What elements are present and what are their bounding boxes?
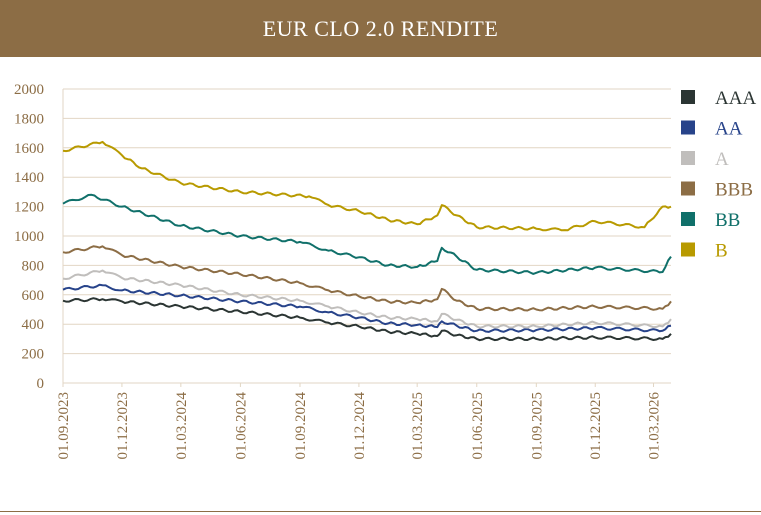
x-tick-label: 01.03.2026 (647, 392, 663, 460)
x-tick-label: 01.12.2025 (588, 392, 604, 460)
y-tick-label: 600 (22, 288, 45, 304)
series-lines (62, 140, 672, 342)
legend-swatch-b (681, 242, 695, 257)
series-line-bbb (62, 245, 672, 312)
y-tick-label: 2000 (14, 82, 44, 98)
y-tick-label: 400 (22, 317, 45, 333)
y-tick-label: 0 (37, 376, 45, 392)
x-tick-label: 01.09.2023 (56, 392, 72, 460)
legend-swatch-bb (681, 212, 695, 226)
x-tick-label: 01.03.2024 (174, 392, 190, 460)
line-chart: 0 200 400 600 800 1000 1200 1400 1600 1800 2000 01.… (14, 82, 756, 460)
chart-header: EUR CLO 2.0 RENDITE (0, 0, 761, 57)
legend-label-a: A (715, 149, 729, 170)
y-tick-label: 200 (22, 347, 45, 363)
x-tick-label: 01.09.2025 (529, 392, 545, 460)
x-tick-label: 01.12.2023 (115, 392, 131, 460)
x-tick-label: 01.03.2025 (410, 392, 426, 460)
legend-swatch-aa (681, 120, 695, 135)
series-line-aa (62, 283, 672, 333)
axes: 0 200 400 600 800 1000 1200 1400 1600 1800 2000 01.… (14, 82, 663, 460)
y-tick-label: 800 (22, 258, 45, 274)
y-tick-label: 1000 (14, 229, 44, 245)
series-line-a (62, 269, 672, 329)
y-tick-label: 1600 (14, 141, 44, 157)
y-tick-label: 1200 (14, 200, 44, 216)
series-line-bb (62, 193, 672, 275)
legend-swatch-a (681, 151, 695, 165)
legend-swatch-bbb (681, 181, 695, 196)
bottom-divider (0, 511, 761, 512)
legend-label-aaa: AAA (715, 88, 756, 109)
legend-swatch-aaa (681, 90, 695, 104)
legend-label-bb: BB (715, 210, 740, 231)
legend-label-aa: AA (715, 119, 743, 140)
series-line-aaa (62, 297, 672, 342)
legend-label-bbb: BBB (715, 180, 753, 201)
chart-title: EUR CLO 2.0 RENDITE (262, 15, 499, 41)
y-tick-label: 1400 (14, 170, 44, 186)
legend-label-b: B (715, 241, 728, 262)
x-tick-label: 01.06.2024 (233, 392, 249, 460)
x-tick-label: 01.06.2025 (470, 392, 486, 460)
grid-lines (63, 88, 671, 384)
series-line-b (62, 140, 672, 232)
x-tick-label: 01.12.2024 (352, 392, 368, 460)
y-tick-label: 1800 (14, 111, 44, 127)
x-tick-label: 01.09.2024 (293, 392, 309, 460)
